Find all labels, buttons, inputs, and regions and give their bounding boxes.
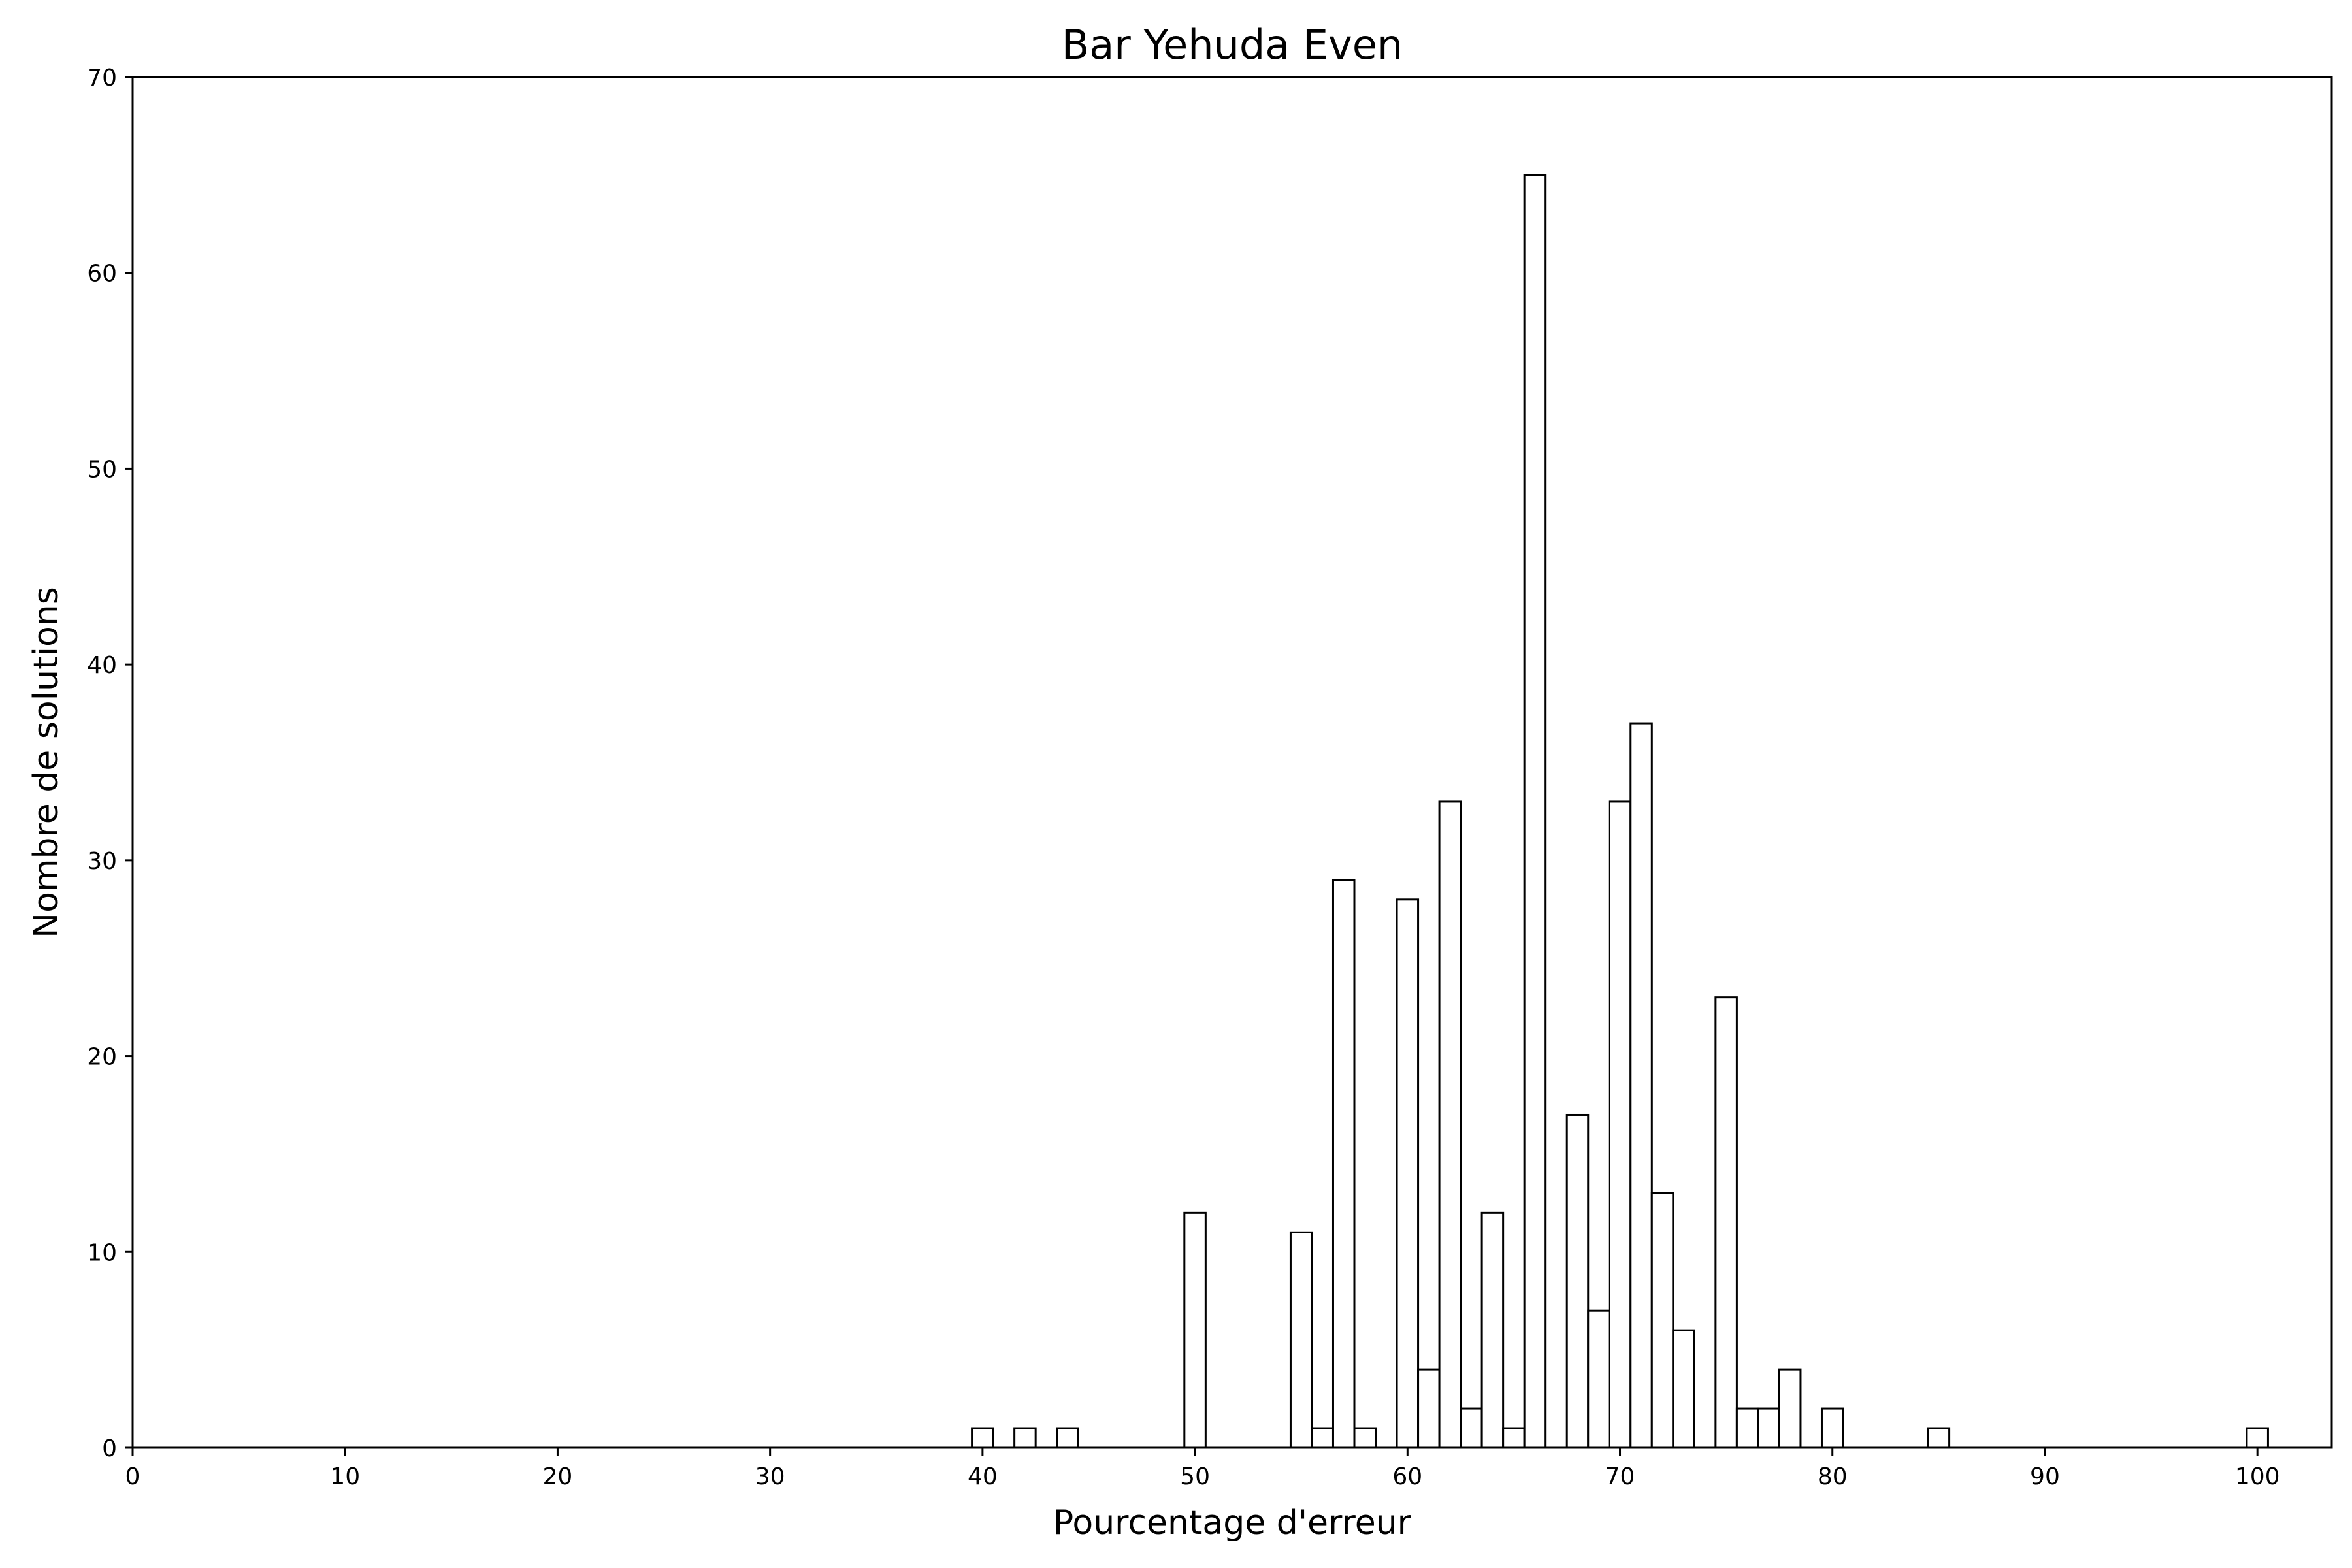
bar-68 <box>1565 1113 1590 1449</box>
bar-42 <box>1013 1427 1037 1449</box>
bar-75 <box>1714 996 1738 1449</box>
bar-64 <box>1480 1211 1505 1449</box>
y-tick-label: 0 <box>102 1435 117 1462</box>
bar-50 <box>1183 1211 1207 1449</box>
bar-40 <box>971 1427 994 1449</box>
bar-58 <box>1353 1427 1377 1449</box>
y-tick-label: 60 <box>87 261 117 287</box>
x-tick-label: 100 <box>2235 1463 2280 1490</box>
y-tick-label: 50 <box>87 456 117 483</box>
y-tick-label: 20 <box>87 1044 117 1071</box>
plot-frame <box>131 76 2333 1449</box>
bar-78 <box>1778 1368 1802 1449</box>
bar-73 <box>1672 1329 1695 1449</box>
x-tick-label: 80 <box>1818 1463 1848 1490</box>
y-tick-label: 40 <box>87 652 117 679</box>
bars-group <box>971 174 2269 1449</box>
bar-62 <box>1438 800 1462 1449</box>
x-tick-label: 70 <box>1605 1463 1635 1490</box>
x-tick-label: 90 <box>2030 1463 2060 1490</box>
y-tick-label: 10 <box>87 1239 117 1266</box>
bar-61 <box>1417 1368 1441 1449</box>
x-tick-label: 0 <box>125 1463 140 1490</box>
bar-57 <box>1331 879 1356 1449</box>
x-tick-label: 20 <box>543 1463 573 1490</box>
y-tick-label: 70 <box>87 65 117 91</box>
x-axis-title: Pourcentage d'erreur <box>1053 1503 1412 1543</box>
bar-76 <box>1735 1407 1759 1449</box>
bar-71 <box>1629 722 1653 1449</box>
bar-63 <box>1460 1407 1483 1449</box>
bar-60 <box>1396 898 1420 1449</box>
bar-56 <box>1311 1427 1334 1449</box>
x-tick-label: 60 <box>1392 1463 1422 1490</box>
x-tick-label: 10 <box>330 1463 360 1490</box>
ticks-group: 0 10 20 30 40 50 60 70 80 90 100 0 10 20 30 40 50 60 70 <box>87 65 2279 1490</box>
bar-69 <box>1587 1309 1610 1449</box>
bar-80 <box>1820 1407 1844 1449</box>
bar-70 <box>1608 800 1632 1449</box>
bar-85 <box>1927 1427 1951 1449</box>
bar-66 <box>1523 174 1547 1449</box>
bar-72 <box>1650 1192 1674 1449</box>
x-tick-label: 50 <box>1180 1463 1210 1490</box>
chart-title: Bar Yehuda Even <box>1062 21 1403 69</box>
x-tick-label: 30 <box>755 1463 785 1490</box>
bar-55 <box>1289 1231 1313 1449</box>
bar-77 <box>1757 1407 1780 1449</box>
y-axis-title: Nombre de solutions <box>27 587 66 938</box>
bar-65 <box>1502 1427 1526 1449</box>
bar-100 <box>2246 1427 2269 1449</box>
bar-44 <box>1056 1427 1079 1449</box>
x-tick-label: 40 <box>968 1463 998 1490</box>
y-tick-label: 30 <box>87 848 117 875</box>
